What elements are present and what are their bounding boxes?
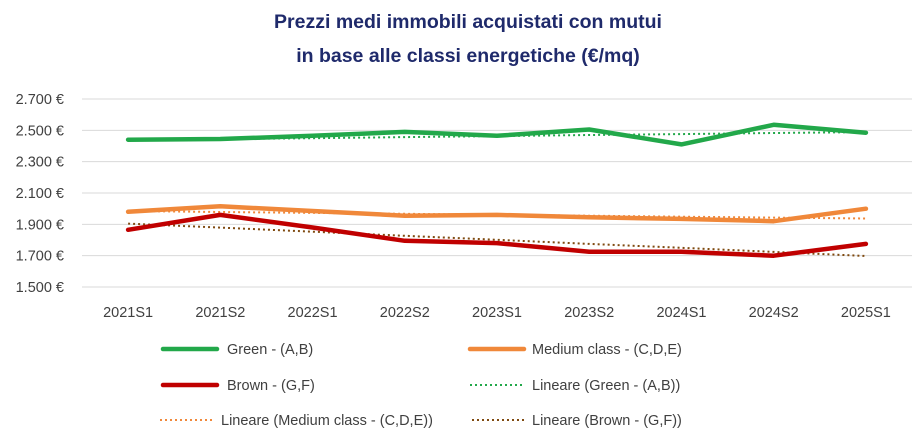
series-line-green-a-b <box>125 122 869 147</box>
y-tick-label: 2.500 € <box>16 123 64 139</box>
y-tick-label: 2.300 € <box>16 155 64 171</box>
y-tick-label: 1.700 € <box>16 249 64 265</box>
y-tick-label: 2.700 € <box>16 92 64 108</box>
y-axis: 1.500 € 1.700 € 1.900 € 2.100 € 2.300 € 2.500… <box>16 92 64 296</box>
x-tick-label: 2023S1 <box>472 305 522 321</box>
legend-label-medium-class-c-d-e: Medium class - (C,D,E) <box>532 342 682 358</box>
x-tick-label: 2023S2 <box>564 305 614 321</box>
x-tick-label: 2022S2 <box>380 305 430 321</box>
legend-label-lineare-brown-g-f: Lineare (Brown - (G,F)) <box>532 413 682 429</box>
x-tick-label: 2022S1 <box>288 305 338 321</box>
y-tick-label: 1.500 € <box>16 280 64 296</box>
y-tick-label: 2.100 € <box>16 186 64 202</box>
y-tick-label: 1.900 € <box>16 217 64 233</box>
series-group <box>125 122 869 258</box>
x-tick-label: 2024S2 <box>749 305 799 321</box>
series-line-lineare-brown-g-f <box>128 222 866 257</box>
x-tick-label: 2021S2 <box>195 305 245 321</box>
x-axis: 2021S1 2021S2 2022S1 2022S2 2023S1 2023S2 2024… <box>103 305 891 321</box>
series-line-medium-class-c-d-e <box>125 204 869 224</box>
series-line-brown-g-f <box>125 212 869 258</box>
x-tick-label: 2025S1 <box>841 305 891 321</box>
grid <box>82 98 912 288</box>
legend: Green - (A,B) Medium class - (C,D,E) Brown… <box>160 342 682 429</box>
x-tick-label: 2024S1 <box>656 305 706 321</box>
legend-label-brown-g-f: Brown - (G,F) <box>227 378 315 394</box>
x-tick-label: 2021S1 <box>103 305 153 321</box>
legend-label-lineare-green-a-b: Lineare (Green - (A,B)) <box>532 378 680 394</box>
legend-label-green-a-b: Green - (A,B) <box>227 342 313 358</box>
chart-title-line-1: Prezzi medi immobili acquistati con mutu… <box>274 11 662 33</box>
chart-title-line-2: in base alle classi energetiche (€/mq) <box>296 45 640 67</box>
legend-label-lineare-medium-class-c-d-e: Lineare (Medium class - (C,D,E)) <box>221 413 433 429</box>
